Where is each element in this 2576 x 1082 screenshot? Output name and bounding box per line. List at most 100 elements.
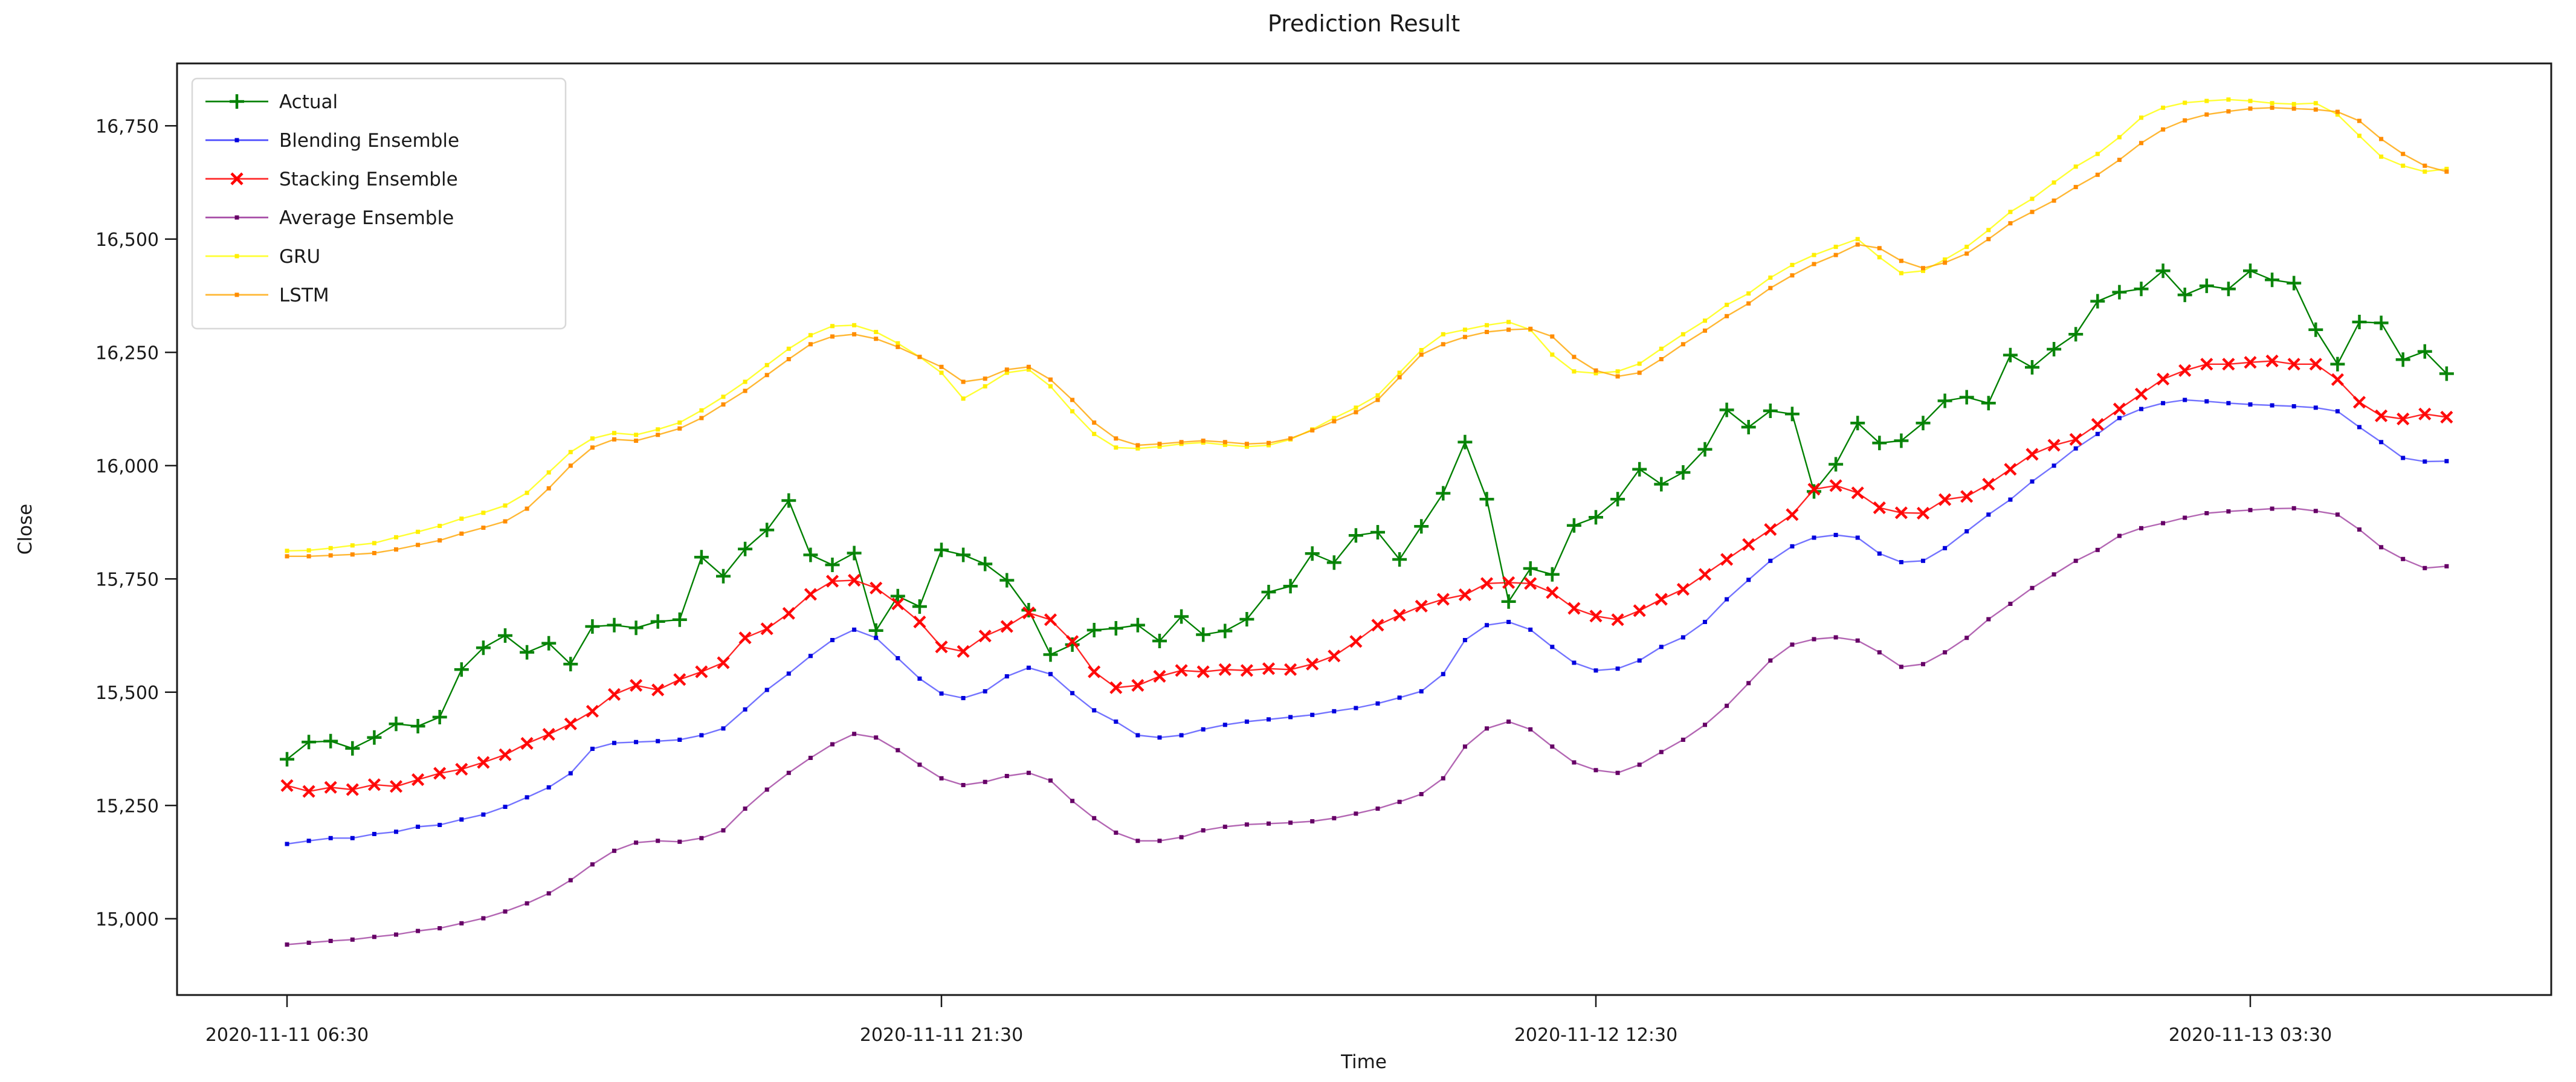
series-blending-ensemble-marker	[306, 839, 311, 843]
series-blending-ensemble-marker	[394, 829, 398, 834]
x-tick-label: 2020-11-12 12:30	[1514, 1025, 1677, 1046]
series-lstm-marker	[1833, 253, 1838, 257]
series-average-ensemble-line	[286, 507, 2447, 945]
series-blending-ensemble-marker	[764, 688, 769, 692]
series-lstm-marker	[1485, 330, 1489, 334]
series-gru-marker	[677, 420, 682, 425]
series-blending-ensemble-marker	[961, 696, 966, 700]
y-tick-label: 16,500	[95, 230, 159, 251]
series-gru-marker	[764, 362, 769, 367]
series-blending-ensemble-marker	[1964, 529, 1969, 533]
series-lstm-marker	[2444, 169, 2449, 174]
series-blending-ensemble-marker	[2095, 431, 2100, 436]
series-blending-ensemble-marker	[939, 691, 944, 696]
series-gru-marker	[961, 396, 966, 401]
series-lstm-marker	[459, 531, 464, 536]
series-average-ensemble-marker	[983, 779, 987, 784]
series-gru-marker	[2248, 98, 2253, 103]
series-average-ensemble-marker	[1593, 768, 1598, 773]
series-blending-ensemble-marker	[852, 627, 857, 632]
series-average-ensemble-marker	[416, 929, 421, 933]
series-blending-ensemble-marker	[1222, 723, 1227, 727]
series-gru-marker	[786, 346, 791, 351]
series-gru-marker	[2291, 101, 2296, 106]
series-average-ensemble	[285, 506, 2449, 947]
series-gru-marker	[1833, 245, 1838, 250]
series-blending-ensemble-marker	[1375, 701, 1380, 706]
y-tick-label: 16,750	[95, 116, 159, 137]
series-lstm-marker	[1222, 440, 1227, 445]
series-lstm-marker	[372, 551, 376, 555]
series-gru-marker	[394, 535, 398, 539]
series-stacking-ensemble	[280, 354, 2453, 798]
series-gru-marker	[1419, 348, 1424, 352]
series-lstm-marker	[1943, 260, 1948, 265]
series-lstm-marker	[2183, 118, 2187, 123]
series-blending-ensemble-marker	[1244, 720, 1249, 724]
series-gru-marker	[2095, 152, 2100, 156]
legend-item-label: Actual	[279, 91, 338, 113]
legend-sample-marker	[230, 172, 244, 185]
plot-border	[176, 62, 2552, 996]
series-blending-ensemble-marker	[2051, 463, 2056, 468]
series-lstm-marker	[1506, 327, 1511, 332]
series-gru-marker	[1855, 237, 1860, 242]
series-average-ensemble-marker	[503, 909, 508, 914]
series-average-ensemble-marker	[372, 935, 376, 939]
series-average-ensemble-marker	[1899, 665, 1903, 669]
series-lstm-marker	[830, 334, 834, 339]
series-gru-marker	[2204, 98, 2209, 103]
series-lstm-marker	[503, 519, 508, 524]
series-average-ensemble-marker	[2051, 572, 2056, 577]
series-gru	[285, 97, 2449, 553]
series-lstm-marker	[1004, 367, 1009, 372]
series-average-ensemble-marker	[1179, 835, 1184, 840]
series-blending-ensemble-marker	[1550, 645, 1555, 649]
series-blending-ensemble-marker	[1114, 720, 1119, 724]
series-gru-marker	[1267, 443, 1271, 448]
series-gru-marker	[1092, 431, 1097, 436]
series-average-ensemble-marker	[1943, 650, 1948, 655]
series-blending-ensemble-marker	[1855, 535, 1860, 540]
series-gru-marker	[2183, 100, 2187, 105]
legend-item-label: GRU	[279, 246, 320, 268]
legend-sample-marker	[234, 215, 239, 220]
series-average-ensemble-marker	[1267, 821, 1271, 826]
series-gru-marker	[1070, 409, 1075, 414]
series-lstm-marker	[1812, 262, 1816, 266]
legend-item-average-ensemble: Average Ensemble	[205, 207, 454, 229]
series-gru-marker	[2401, 163, 2406, 168]
series-average-ensemble-marker	[590, 862, 595, 867]
series-lstm-marker	[1441, 342, 1445, 347]
series-blending-ensemble-marker	[1812, 535, 1816, 540]
series-lstm-marker	[306, 554, 311, 559]
series-average-ensemble-marker	[634, 840, 639, 845]
series-average-ensemble-marker	[525, 901, 529, 906]
series-lstm-marker	[2051, 198, 2056, 203]
series-blending-ensemble-marker	[896, 656, 900, 660]
series-blending-ensemble-marker	[1485, 623, 1489, 628]
series-average-ensemble-marker	[1354, 811, 1358, 816]
series-average-ensemble-marker	[1462, 744, 1467, 749]
series-lstm-marker	[917, 355, 922, 359]
series-average-ensemble-marker	[1528, 727, 1533, 732]
series-blending-ensemble-marker	[481, 812, 486, 817]
series-average-ensemble-marker	[874, 735, 879, 740]
series-average-ensemble-marker	[1222, 825, 1227, 829]
series-gru-marker	[1790, 263, 1795, 268]
series-lstm-marker	[2204, 112, 2209, 117]
axes-frame	[176, 62, 2552, 996]
series-average-ensemble-marker	[896, 748, 900, 753]
series-gru-marker	[1964, 245, 1969, 250]
series-gru-marker	[328, 546, 333, 550]
series-blending-ensemble-marker	[2204, 399, 2209, 404]
series-lstm-marker	[1397, 375, 1402, 379]
series-average-ensemble-marker	[808, 756, 813, 760]
series-blending-ensemble-marker	[1288, 715, 1293, 720]
series-gru-marker	[830, 324, 834, 329]
y-axis-label: Close	[15, 504, 36, 555]
series-lstm-marker	[481, 526, 486, 530]
series-blending-ensemble-marker	[1659, 645, 1664, 649]
series-gru-marker	[1812, 253, 1816, 257]
series-lstm-marker	[1921, 266, 1925, 271]
